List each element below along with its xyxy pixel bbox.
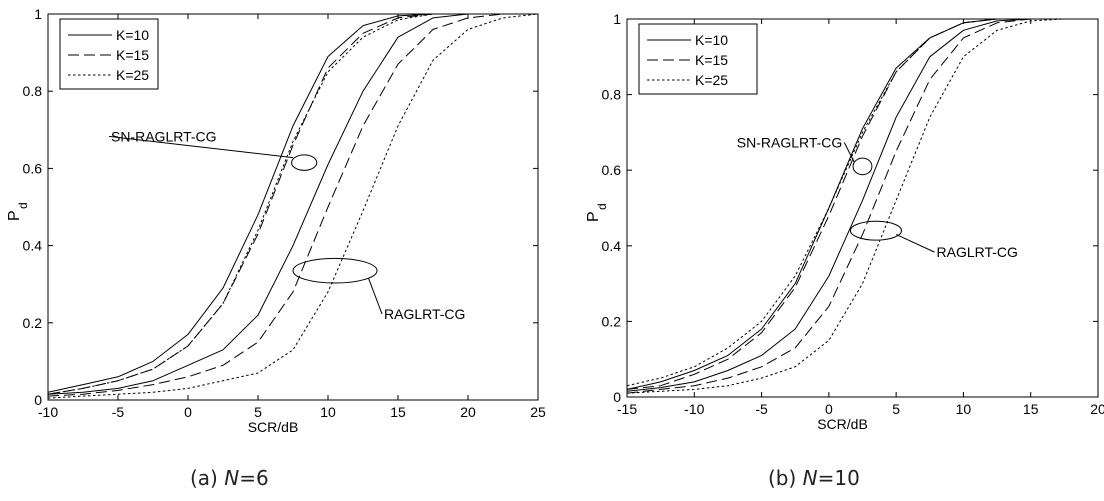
y-tick-label: 1 bbox=[613, 11, 621, 27]
chart-svg: -10 -5 0 5 10 15 20 2500.20.40.60.81SCR/dBPdSN-… bbox=[6, 6, 1104, 435]
y-axis-label: P bbox=[585, 211, 602, 222]
legend-box bbox=[638, 23, 758, 95]
x-tick-label: 20 bbox=[1090, 401, 1104, 417]
caption-a-var: N bbox=[224, 466, 240, 490]
x-tick-label: -10 bbox=[38, 404, 58, 420]
annotation-ellipse bbox=[849, 220, 903, 241]
legend-label: K=25 bbox=[695, 72, 728, 88]
annotation-ellipse bbox=[292, 257, 378, 284]
y-axis-label-group: Pd bbox=[585, 203, 609, 222]
legend-label: K=25 bbox=[116, 67, 149, 83]
x-tick-label: 15 bbox=[390, 404, 406, 420]
y-tick-label: 0.4 bbox=[23, 238, 43, 254]
y-tick-label: 0.8 bbox=[602, 87, 622, 103]
annotation-label: RAGLRT-CG bbox=[384, 306, 465, 322]
caption-a-eq: =6 bbox=[239, 466, 269, 490]
series-line-raglrt-solid bbox=[626, 18, 1098, 392]
x-tick-label: 5 bbox=[892, 401, 900, 417]
legend-label: K=10 bbox=[116, 27, 149, 43]
x-tick-label: 25 bbox=[530, 404, 546, 420]
legend-label: K=10 bbox=[695, 32, 728, 48]
y-tick-label: 0 bbox=[34, 392, 42, 408]
x-tick-label: 5 bbox=[254, 404, 262, 420]
x-tick-label: 10 bbox=[320, 404, 336, 420]
series-line-raglrt-dashed bbox=[626, 18, 1098, 394]
annotation-leader bbox=[843, 142, 855, 163]
y-tick-label: 0.6 bbox=[23, 160, 43, 176]
series-line-raglrt-dotted bbox=[47, 13, 539, 399]
annotation-ellipse bbox=[852, 157, 873, 176]
x-tick-label: -10 bbox=[684, 401, 704, 417]
y-tick-label: 0.6 bbox=[602, 162, 622, 178]
plot-frame bbox=[626, 18, 1099, 398]
series-line-sn-raglrt-dotted bbox=[47, 13, 538, 395]
plot-frame bbox=[47, 13, 539, 401]
y-tick-label: 0.8 bbox=[23, 83, 43, 99]
caption-b-eq: =10 bbox=[817, 466, 860, 490]
annotation-leader bbox=[895, 234, 935, 253]
x-tick-label: 0 bbox=[825, 401, 833, 417]
y-tick-label: 0 bbox=[613, 389, 621, 405]
y-axis-label: P bbox=[6, 210, 23, 221]
annotation-leader bbox=[368, 278, 383, 315]
legend-box bbox=[59, 18, 159, 90]
annotation-ellipse bbox=[291, 154, 318, 171]
x-tick-label: -15 bbox=[617, 401, 637, 417]
caption-b: (b) N=10 bbox=[768, 466, 860, 490]
x-tick-label: 20 bbox=[460, 404, 476, 420]
annotation-label: SN-RAGLRT-CG bbox=[111, 128, 217, 144]
annotation-leader bbox=[108, 135, 294, 159]
annotation-label: RAGLRT-CG bbox=[937, 244, 1018, 260]
caption-b-var: N bbox=[802, 466, 818, 490]
x-tick-label: 0 bbox=[184, 404, 192, 420]
y-axis-label-group: Pd bbox=[6, 202, 30, 221]
y-axis-label-subscript: d bbox=[595, 203, 609, 210]
legend-label: K=15 bbox=[695, 52, 728, 68]
x-axis-label: SCR/dB bbox=[817, 416, 868, 432]
y-tick-label: 1 bbox=[34, 6, 42, 22]
legend-label: K=15 bbox=[116, 47, 149, 63]
x-tick-label: 10 bbox=[956, 401, 972, 417]
caption-a: (a) N=6 bbox=[190, 466, 269, 490]
x-tick-label: -5 bbox=[112, 404, 125, 420]
y-tick-label: 0.2 bbox=[23, 315, 43, 331]
series-line-raglrt-solid bbox=[47, 13, 538, 395]
y-tick-label: 0.4 bbox=[602, 238, 622, 254]
caption-a-label: (a) bbox=[190, 466, 225, 490]
x-axis-label: SCR/dB bbox=[248, 419, 299, 435]
x-tick-label: 15 bbox=[1023, 401, 1039, 417]
y-tick-label: 0.2 bbox=[602, 313, 622, 329]
y-axis-label-subscript: d bbox=[16, 202, 30, 209]
series-line-sn-raglrt-dotted bbox=[626, 18, 1098, 387]
series-line-raglrt-dashed bbox=[47, 13, 538, 397]
caption-b-label: (b) bbox=[768, 466, 803, 490]
chart-a: -10 -5 0 5 10 15 20 25 0 0.2 0.4 0.6 0.8 1 SCR/dB Pd SN-… bbox=[6, 6, 546, 435]
x-tick-label: -5 bbox=[755, 401, 768, 417]
chart-b: -15 -10 -5 0 5 10 15 20 0 0.2 0.4 0.6 0.8 1 SCR/dB Pd SN… bbox=[585, 11, 1104, 432]
annotation-label: SN-RAGLRT-CG bbox=[737, 135, 843, 151]
